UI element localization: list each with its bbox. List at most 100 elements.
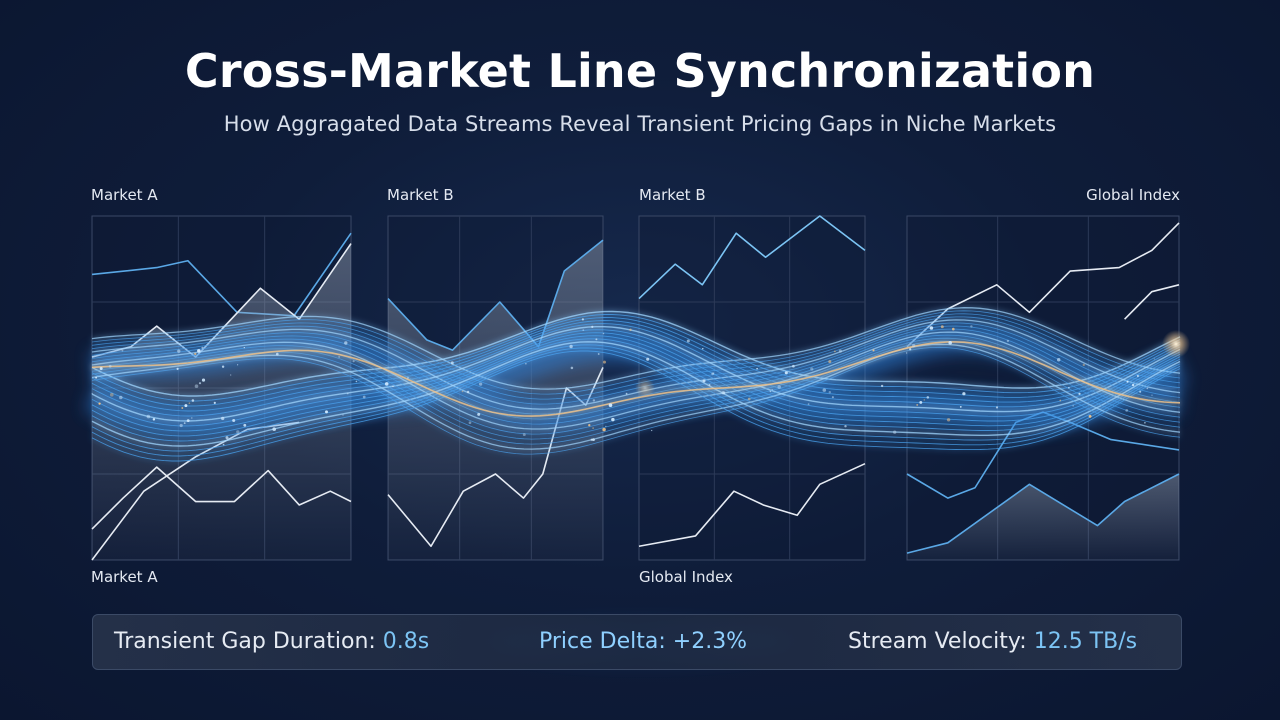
stream-line [91,329,1181,427]
particle [181,407,184,409]
particle [450,361,454,365]
particle [197,349,201,353]
particle [1146,387,1149,390]
particle [912,343,916,348]
particle [191,399,195,402]
particle [905,352,908,354]
line-area-fill [907,474,1179,560]
stats-bar: Transient Gap Duration: 0.8s Price Delta… [92,614,1182,670]
stream-particles [91,318,1155,446]
particle [222,443,225,446]
particle [344,341,348,345]
particle [1006,339,1010,343]
particle [194,384,199,388]
particle [712,372,715,375]
particle [708,384,711,386]
particle [186,419,190,422]
stat-gap-duration-value: 0.8s [382,629,430,654]
particle [810,367,814,371]
stream-line [91,332,1181,432]
particle [392,385,394,388]
stream-line [91,317,1181,407]
particle [146,414,151,419]
market-panel-4 [906,215,1180,561]
particle [792,364,795,368]
particle [784,371,788,375]
particle [569,344,573,349]
particle [188,402,191,404]
stat-stream-velocity: Stream Velocity: 12.5 TB/s [848,629,1137,654]
particle [831,396,834,399]
particle [119,395,123,400]
particle [91,392,93,395]
particle [916,403,919,406]
particle [1131,383,1135,387]
particle [777,385,781,389]
particle [929,326,934,330]
particle [1056,357,1061,362]
stream-line [91,344,1181,452]
particle [221,416,225,421]
particle [201,378,206,382]
stat-price-delta: Price Delta: +2.3% [539,629,747,654]
particle [461,390,464,393]
page-subtitle: How Aggragated Data Streams Reveal Trans… [223,112,1057,136]
particle [828,360,832,364]
particle [602,427,606,432]
particle [872,349,875,352]
particle [592,438,595,442]
particle [177,349,181,353]
panel-1-bottom-label: Market A [91,568,158,586]
particle [342,414,344,416]
particle [176,367,179,370]
particle [98,402,101,405]
particle [108,364,112,368]
particle [468,421,472,425]
price-line-3 [906,473,1180,554]
particle [608,403,613,407]
particle [893,430,897,434]
price-line-3 [91,466,352,530]
particle [325,410,328,414]
particle [592,399,596,402]
particle [243,423,247,427]
crossing-glow [635,378,655,398]
stream-line [91,350,1181,462]
particle [191,417,193,419]
particle [352,360,355,363]
particle [275,352,279,356]
panel-2-top-label: Market B [387,186,454,204]
particle [602,360,607,364]
particle [588,424,591,427]
particle [466,390,470,394]
particle [184,404,188,408]
particle [828,390,832,394]
stream-line [91,338,1181,442]
stream-line [91,323,1181,417]
price-line-1 [91,232,352,317]
panel-4-top-label: Global Index [1086,186,1180,204]
particle [522,433,526,437]
stream-line [91,307,1181,390]
page-title: Cross-Market Line Synchronization [184,44,1096,98]
particle [711,372,714,376]
particle [478,382,483,386]
particle [952,327,955,331]
particle [121,349,124,352]
stat-stream-velocity-label: Stream Velocity: [848,629,1034,654]
stat-stream-velocity-value: 12.5 TB/s [1033,629,1138,654]
stream-line [91,346,1181,455]
price-line-1 [387,239,604,351]
particle [362,395,366,399]
particle [646,357,650,361]
particle [756,367,758,370]
particle [243,346,245,349]
particle [721,391,725,395]
particle [591,325,594,329]
stream-line [91,320,1181,412]
particle [406,376,410,380]
particle [946,418,951,422]
particle [581,318,584,321]
particle [1088,414,1092,418]
particle [592,427,594,429]
